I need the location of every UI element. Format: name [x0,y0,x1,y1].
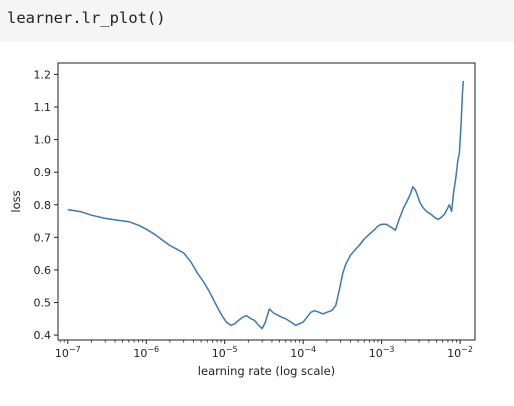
x-tick-label: 10−2 [447,345,473,360]
y-tick-label: 0.6 [34,264,52,277]
y-tick-label: 0.8 [34,199,52,212]
axes-frame [57,62,476,341]
y-tick-label: 0.5 [34,297,52,310]
y-tick-label: 0.7 [34,231,52,244]
y-axis-label: loss [9,190,23,212]
y-tick-label: 1.0 [34,134,52,147]
x-tick-label: 10−5 [212,345,238,360]
x-tick-label: 10−6 [133,345,159,360]
x-tick-label: 10−3 [369,345,395,360]
y-tick-label: 0.4 [34,329,52,342]
code-cell-source: learner.lr_plot() [7,9,166,27]
y-tick-label: 0.9 [34,166,52,179]
x-tick-label: 10−4 [290,345,316,360]
x-axis-label: learning rate (log scale) [198,364,335,378]
y-tick-label: 1.1 [34,101,52,114]
plot-area [58,63,475,340]
y-tick-label: 1.2 [34,68,52,81]
loss-series-line [67,80,465,330]
code-cell[interactable]: learner.lr_plot() [0,0,514,42]
x-tick-label: 10−7 [55,345,81,360]
